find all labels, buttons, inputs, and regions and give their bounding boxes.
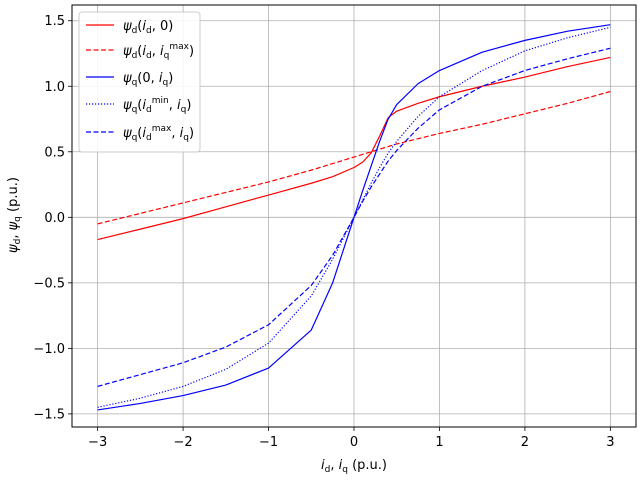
series-line-1 [97,90,611,225]
series-line-2 [97,24,611,411]
y-tick-label: 1.5 [44,14,65,29]
y-tick-label: −1.5 [33,407,65,422]
y-axis-label: ψd, ψq (p.u.) [6,177,23,253]
legend-entry-psi-d-id-0: ψd(id, 0) [86,19,173,36]
y-tick-label: −1.0 [33,342,65,357]
x-tick-label: 3 [606,435,614,450]
plot-lines [97,24,611,411]
y-tick-label: −0.5 [33,276,65,291]
y-tick-label: 0.5 [44,145,65,160]
svg-text:ψd(id, iqmax): ψd(id, iqmax) [123,42,194,61]
x-tick-label: −1 [259,435,278,450]
axis-ticks: −3 −2 −1 0 1 2 3 −1.5 −1.0 −0.5 0.0 0.5 1.0 1.5 [33,14,614,450]
svg-text:ψq(0, iq): ψq(0, iq) [123,71,173,88]
legend-entry-psi-d-id-iqmax: ψd(id, iqmax) [86,42,194,61]
x-tick-label: −3 [88,435,107,450]
y-tick-label: 0.0 [44,211,65,226]
x-tick-label: 0 [350,435,358,450]
legend-entry-psi-q-0-iq: ψq(0, iq) [86,71,173,88]
legend-box [78,11,201,153]
legend-entry-psi-q-idmax-iq: ψq(idmax, iq) [86,124,194,143]
series-line-0 [97,56,611,241]
legend-entry-psi-q-idmin-iq: ψq(idmin, iq) [86,96,191,115]
x-tick-label: −2 [174,435,193,450]
svg-text:ψq(idmin, iq): ψq(idmin, iq) [123,96,191,115]
series-line-3 [97,26,611,408]
series-line-4 [97,47,611,387]
x-axis-label: id, iq (p.u.) [321,458,387,475]
y-tick-label: 1.0 [44,80,65,95]
svg-text:ψd(id, 0): ψd(id, 0) [123,19,173,36]
svg-text:ψq(idmax, iq): ψq(idmax, iq) [123,124,194,143]
x-tick-label: 2 [521,435,529,450]
legend: ψd(id, 0) ψd(id, iqmax) ψq(0, iq) ψq(idm… [78,11,201,153]
x-tick-label: 1 [435,435,443,450]
